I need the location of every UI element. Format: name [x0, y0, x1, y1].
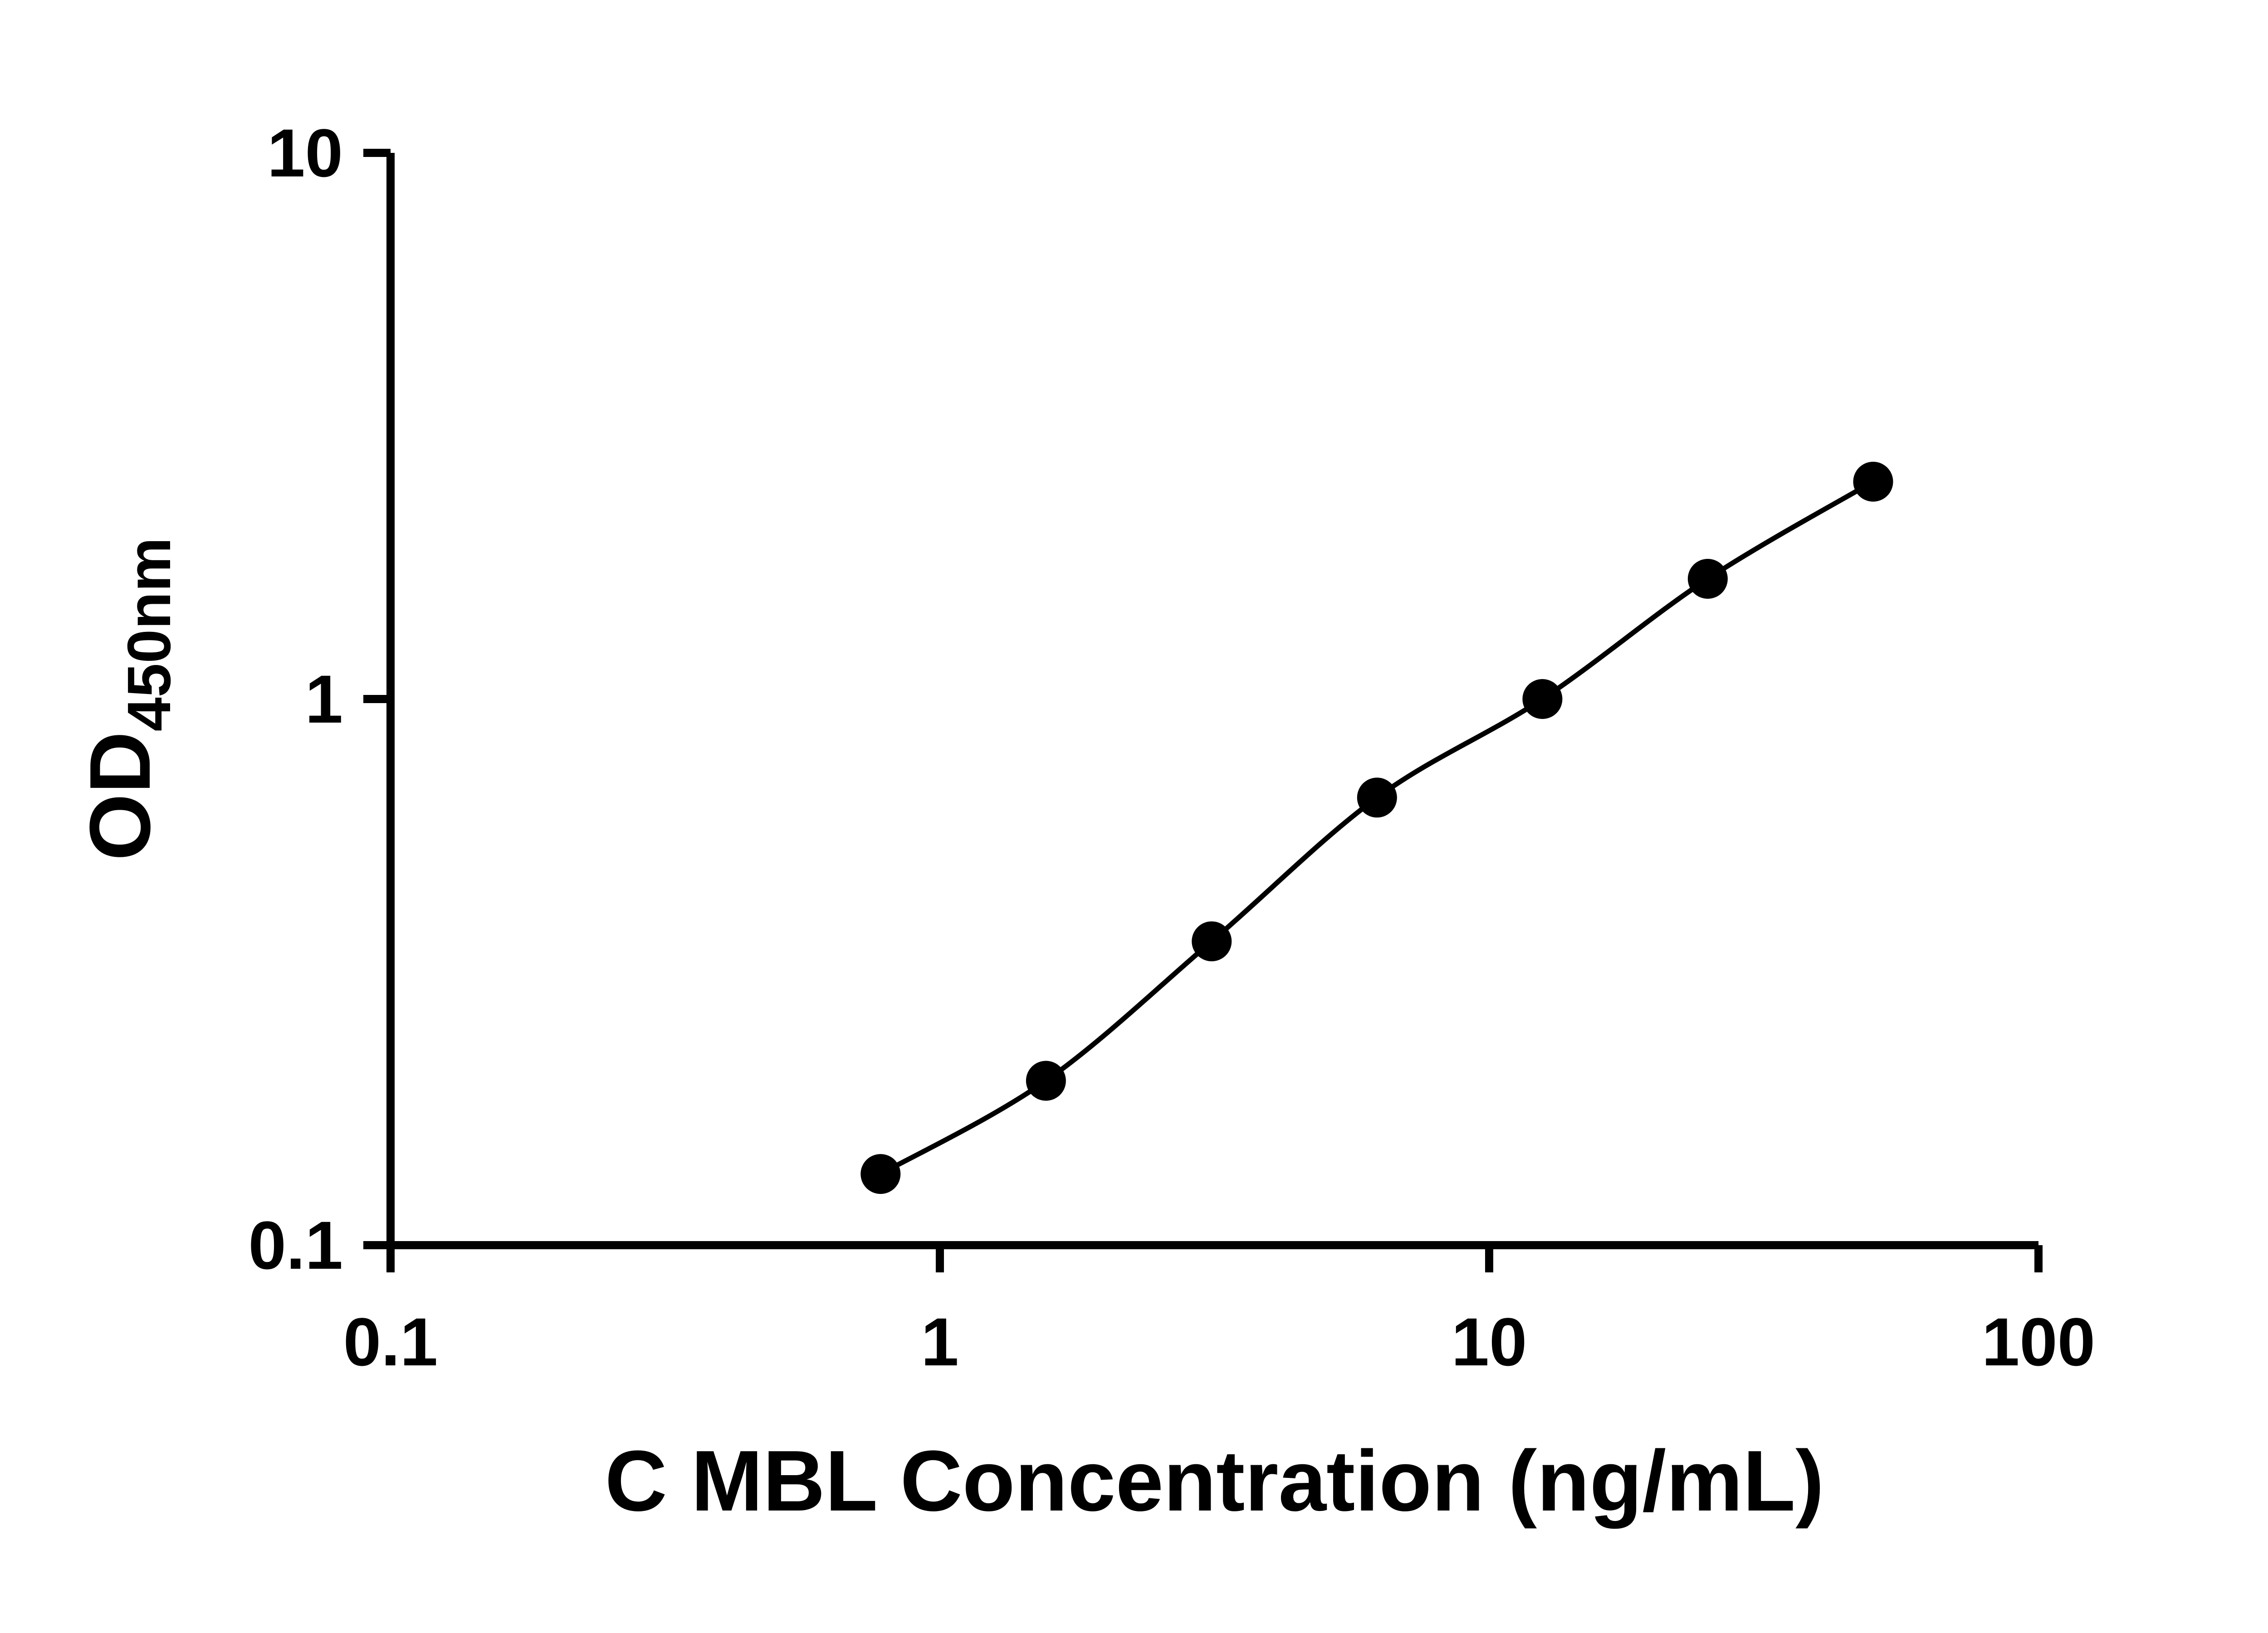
y-axis-title: OD450nm	[72, 538, 183, 861]
x-tick-label: 100	[1982, 1304, 2095, 1380]
y-tick-label: 10	[267, 115, 343, 191]
data-point-marker	[1192, 921, 1232, 962]
data-point-marker	[1853, 461, 1893, 502]
x-tick-label: 10	[1452, 1304, 1527, 1380]
x-tick-label: 0.1	[343, 1304, 438, 1380]
x-axis-title: C MBL Concentration (ng/mL)	[605, 1433, 1824, 1529]
data-point-marker	[1522, 679, 1563, 719]
data-point-marker	[1026, 1061, 1066, 1101]
data-point-marker	[1357, 777, 1397, 818]
y-axis-title-subscript: 450nm	[115, 538, 183, 732]
y-axis-title-main: OD	[72, 731, 168, 861]
axis-spine	[386, 153, 2038, 1249]
data-point-marker	[860, 1154, 901, 1194]
y-tick-label: 1	[305, 661, 343, 737]
y-tick-label: 0.1	[248, 1207, 343, 1283]
data-point-marker	[1687, 559, 1728, 599]
x-tick-label: 1	[921, 1304, 958, 1380]
